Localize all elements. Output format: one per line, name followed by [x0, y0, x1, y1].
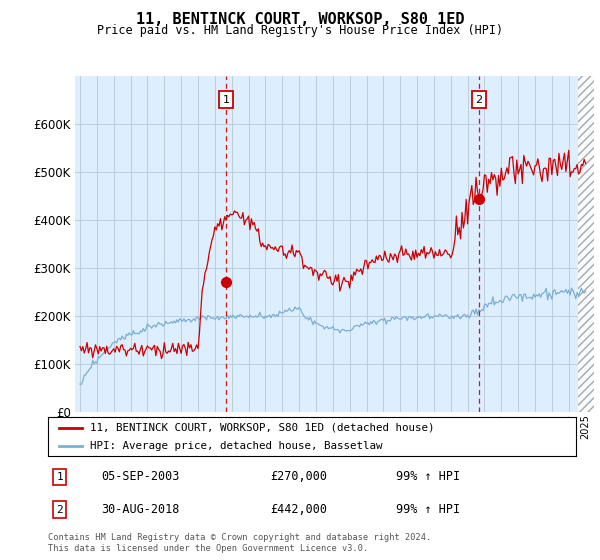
Text: HPI: Average price, detached house, Bassetlaw: HPI: Average price, detached house, Bass… — [90, 441, 383, 451]
Text: Contains HM Land Registry data © Crown copyright and database right 2024.
This d: Contains HM Land Registry data © Crown c… — [48, 533, 431, 553]
Text: 1: 1 — [223, 95, 230, 105]
Text: 05-SEP-2003: 05-SEP-2003 — [101, 470, 179, 483]
Text: £442,000: £442,000 — [270, 503, 327, 516]
Bar — [578, 27, 600, 412]
Text: 2: 2 — [475, 95, 482, 105]
Text: 11, BENTINCK COURT, WORKSOP, S80 1ED: 11, BENTINCK COURT, WORKSOP, S80 1ED — [136, 12, 464, 27]
Text: 99% ↑ HPI: 99% ↑ HPI — [397, 503, 461, 516]
Text: £270,000: £270,000 — [270, 470, 327, 483]
Text: 1: 1 — [56, 472, 63, 482]
Text: Price paid vs. HM Land Registry's House Price Index (HPI): Price paid vs. HM Land Registry's House … — [97, 24, 503, 36]
Text: 99% ↑ HPI: 99% ↑ HPI — [397, 470, 461, 483]
Text: 11, BENTINCK COURT, WORKSOP, S80 1ED (detached house): 11, BENTINCK COURT, WORKSOP, S80 1ED (de… — [90, 423, 435, 433]
Text: 2: 2 — [56, 505, 63, 515]
Text: 30-AUG-2018: 30-AUG-2018 — [101, 503, 179, 516]
